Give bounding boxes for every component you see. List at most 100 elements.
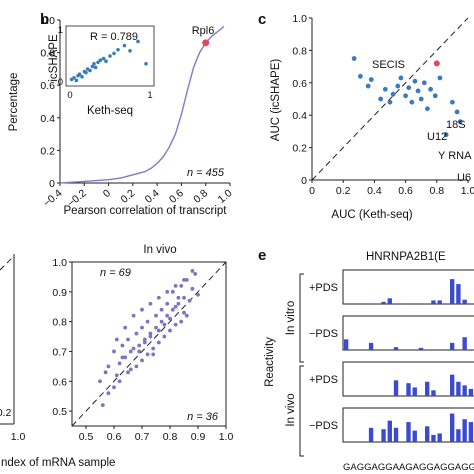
inset-points	[69, 39, 148, 83]
panel-c-point	[425, 106, 430, 112]
panel-d-point	[145, 319, 150, 324]
inset-point	[88, 68, 92, 73]
panel-c-point	[403, 93, 408, 99]
panel-e-bar	[368, 342, 374, 350]
panel-c: c 0 0.2 0.4 0.6 0.8 1.0 0 0.2 0.4 0.6 0.8 1.0 SECIS…	[258, 11, 474, 221]
panel-c-point	[415, 88, 421, 94]
panel-d-point	[134, 331, 139, 336]
panel-e-track-label: +PDS	[309, 374, 338, 386]
panel-d-point	[128, 349, 133, 354]
panel-d-point	[179, 283, 184, 288]
panel-e-group-invitro: In vitro	[285, 301, 297, 336]
panel-d-left-tick-top: 1.0	[11, 431, 26, 443]
panel-c-point	[418, 96, 424, 102]
x-tick-label: 0.7	[135, 431, 150, 443]
panel-d-point	[140, 325, 144, 330]
inset-point	[112, 51, 116, 56]
panel-e-bar	[425, 426, 430, 442]
panel-d-point	[120, 355, 125, 360]
y-tick-label: 0.5	[52, 406, 67, 418]
panel-d-point	[120, 343, 125, 348]
panel-d-point	[103, 370, 108, 375]
inset-point	[90, 64, 95, 69]
inset-point	[77, 72, 82, 76]
panel-c-point	[409, 99, 415, 105]
panel-e-bar	[406, 422, 411, 442]
inset-point	[72, 76, 76, 80]
panel-d-point	[184, 313, 189, 318]
panel-d-point	[148, 331, 153, 336]
y-tick-label: 0.6	[292, 78, 307, 90]
x-tick-label: 0.4	[143, 187, 162, 206]
panel-d-point	[112, 385, 116, 390]
panel-e-track-label: −PDS	[309, 328, 338, 340]
panel-c-point	[395, 83, 401, 89]
panel-e-bar	[462, 299, 467, 304]
panel-d-point	[154, 325, 158, 330]
y-tick-label: 0.7	[52, 346, 67, 358]
panel-c-point	[357, 73, 363, 79]
panel-d-point	[114, 373, 119, 378]
panel-c-point	[382, 86, 388, 92]
x-tick-label: 0.6	[167, 187, 186, 206]
panel-c-point	[454, 109, 460, 115]
plot-frame	[71, 261, 227, 427]
panel-b-cdf-line	[59, 25, 225, 184]
panel-d-point	[168, 328, 172, 333]
panel-d-point	[98, 379, 102, 384]
panel-e-bar	[425, 381, 430, 396]
panel-e-bar	[468, 422, 474, 442]
panel-d-point	[123, 355, 128, 360]
panel-d-point	[182, 295, 186, 300]
panel-d-point	[176, 295, 181, 300]
panel-e: e HNRNPA2B1(E Reactivity In vitro In viv…	[258, 247, 474, 473]
panel-e-bar	[412, 387, 417, 396]
panel-d-point	[142, 337, 147, 342]
y-tick-label: 0.2	[40, 145, 55, 157]
panel-e-bar	[381, 301, 386, 304]
panel-d-point	[173, 304, 178, 309]
panel-e-bar	[437, 433, 442, 442]
x-tick-label: 0.9	[191, 431, 206, 443]
panel-b-n-label: n = 455	[187, 167, 225, 179]
panel-d-point	[123, 325, 128, 330]
inset-point	[104, 59, 108, 63]
panel-c-x-label: AUC (Keth-seq)	[331, 209, 412, 221]
panel-e-bar	[368, 427, 374, 442]
y-tick-label: 0.6	[52, 376, 67, 388]
panel-e-group-invivo: In vivo	[285, 393, 297, 426]
panel-c-point	[412, 78, 418, 84]
panel-e-bar	[418, 347, 424, 350]
panel-e-bar	[393, 347, 399, 350]
panel-e-bar	[381, 429, 386, 442]
x-tick-label: 0.2	[118, 187, 137, 206]
inset-point	[128, 49, 132, 53]
panel-d-point	[182, 277, 186, 282]
panel-d-point	[137, 343, 142, 348]
panel-c-label-secis: SECIS	[372, 59, 405, 71]
panel-d-point	[128, 367, 133, 372]
x-tick-label: 0.6	[107, 431, 122, 443]
panel-d-point	[196, 292, 200, 297]
y-tick-label: 0.8	[292, 45, 307, 57]
inset-point	[136, 39, 140, 44]
panel-d-point	[170, 289, 175, 294]
panel-c-point	[437, 75, 443, 81]
panel-d-point	[190, 286, 195, 291]
panel-e-bar	[387, 298, 392, 304]
inset-point	[122, 43, 127, 48]
inset-x-tick-label: 0	[67, 90, 72, 101]
panel-d-point	[106, 364, 111, 369]
panel-e-bar	[456, 284, 461, 304]
panel-e-bar	[462, 337, 467, 350]
y-tick-label: 0	[301, 175, 307, 187]
x-tick-label: 0.8	[163, 431, 178, 443]
y-tick-label: 0.4	[292, 110, 307, 122]
panel-e-track-label: +PDS	[309, 282, 338, 294]
panel-c-point	[432, 93, 438, 99]
panel-d-n-bottom: n = 36	[187, 411, 219, 423]
panel-e-track-frame	[342, 315, 474, 351]
inset-point	[108, 54, 112, 58]
panel-e-y-label: Reactivity	[264, 337, 276, 387]
panel-e-bar	[449, 279, 455, 304]
